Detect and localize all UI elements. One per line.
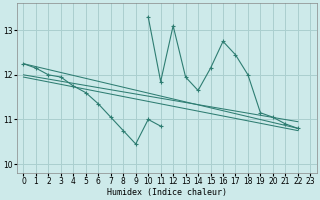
X-axis label: Humidex (Indice chaleur): Humidex (Indice chaleur)	[107, 188, 227, 197]
